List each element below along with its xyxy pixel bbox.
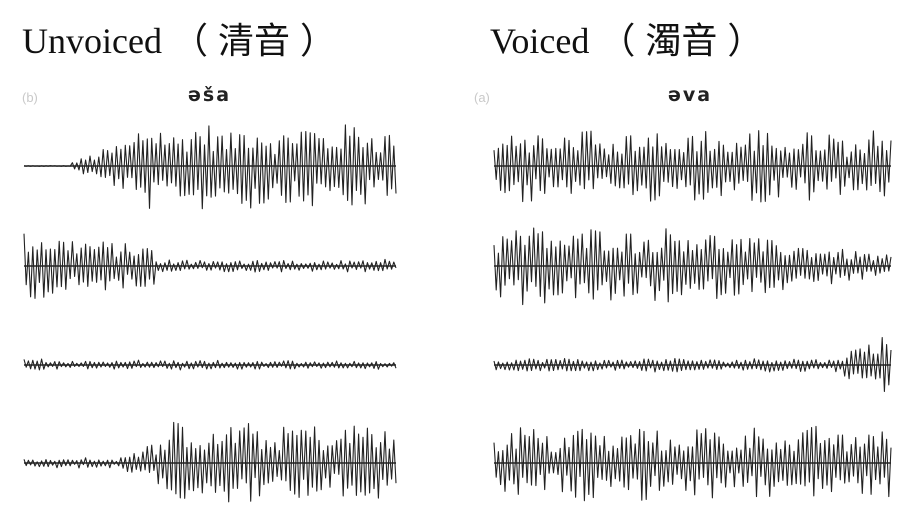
unvoiced-panel-label: (b) [22, 90, 38, 105]
unvoiced-heading: Unvoiced （清音） [22, 12, 346, 64]
voiced-paren-close: ） [727, 21, 764, 61]
voiced-trace-1-waveform [493, 130, 892, 203]
unvoiced-trace-4-waveform [23, 421, 397, 503]
unvoiced-heading-cjk: 清音 [217, 21, 290, 61]
unvoiced-trace-2-waveform [23, 233, 397, 299]
unvoiced-panel-title: əša [188, 84, 232, 106]
voiced-heading-text: Voiced [490, 21, 590, 61]
voiced-paren-open: （ [599, 21, 636, 61]
voiced-panel-label: (a) [474, 90, 490, 105]
unvoiced-paren-open: （ [171, 21, 208, 61]
voiced-panel-title: əva [668, 84, 713, 106]
voiced-heading: Voiced （濁音） [490, 12, 773, 64]
voiced-trace-3-waveform [493, 337, 892, 393]
voiced-trace-2-waveform [493, 227, 892, 306]
unvoiced-paren-close: ） [300, 21, 337, 61]
voiced-trace-4-waveform [493, 425, 892, 502]
voiced-heading-cjk: 濁音 [645, 21, 718, 61]
unvoiced-trace-1-waveform [23, 124, 397, 210]
unvoiced-trace-3-waveform [23, 358, 397, 371]
unvoiced-heading-text: Unvoiced [22, 21, 162, 61]
